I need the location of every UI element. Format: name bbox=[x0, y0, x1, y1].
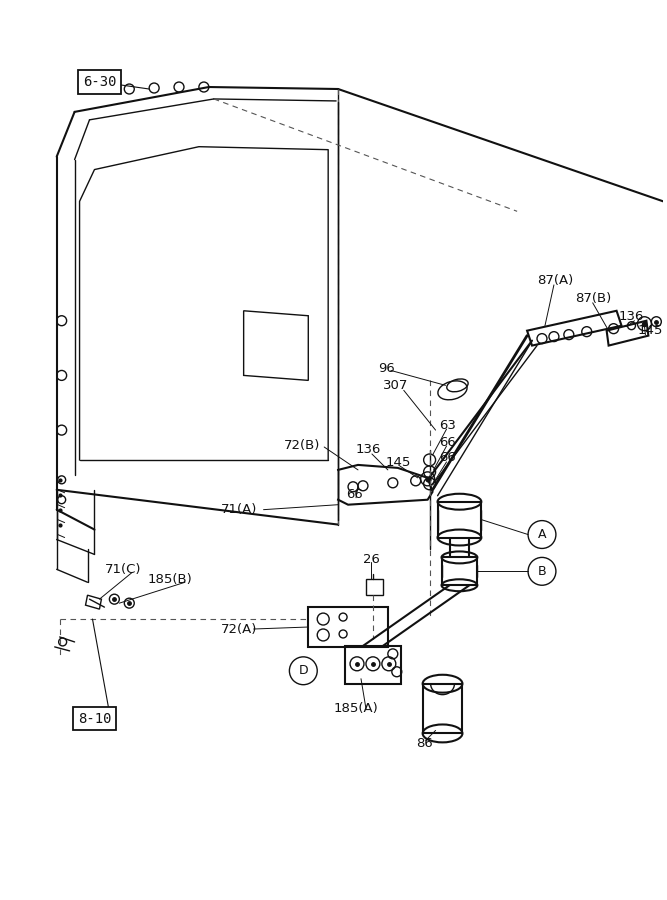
Text: 71(C): 71(C) bbox=[105, 562, 141, 576]
Text: 145: 145 bbox=[638, 324, 663, 338]
Text: 63: 63 bbox=[440, 418, 456, 432]
Text: D: D bbox=[299, 664, 308, 678]
Text: 86: 86 bbox=[416, 737, 432, 750]
Text: 87(B): 87(B) bbox=[575, 292, 611, 305]
Text: 26: 26 bbox=[363, 553, 380, 566]
Text: 87(A): 87(A) bbox=[537, 274, 573, 287]
Text: 136: 136 bbox=[356, 444, 382, 456]
Text: A: A bbox=[538, 528, 546, 541]
Text: 145: 145 bbox=[386, 456, 412, 470]
Text: 96: 96 bbox=[378, 362, 395, 375]
Text: 66: 66 bbox=[440, 436, 456, 448]
Text: 72(B): 72(B) bbox=[283, 438, 319, 452]
Text: 6-30: 6-30 bbox=[83, 75, 116, 89]
Text: 8-10: 8-10 bbox=[78, 712, 111, 725]
Text: B: B bbox=[538, 565, 546, 578]
Text: 136: 136 bbox=[618, 310, 644, 323]
Text: 72(A): 72(A) bbox=[221, 623, 257, 635]
Text: 71(A): 71(A) bbox=[221, 503, 257, 517]
Text: 185(A): 185(A) bbox=[333, 702, 378, 716]
Text: 185(B): 185(B) bbox=[147, 572, 192, 586]
Text: 66: 66 bbox=[440, 452, 456, 464]
Text: 307: 307 bbox=[383, 379, 408, 392]
Text: 66: 66 bbox=[346, 489, 363, 501]
